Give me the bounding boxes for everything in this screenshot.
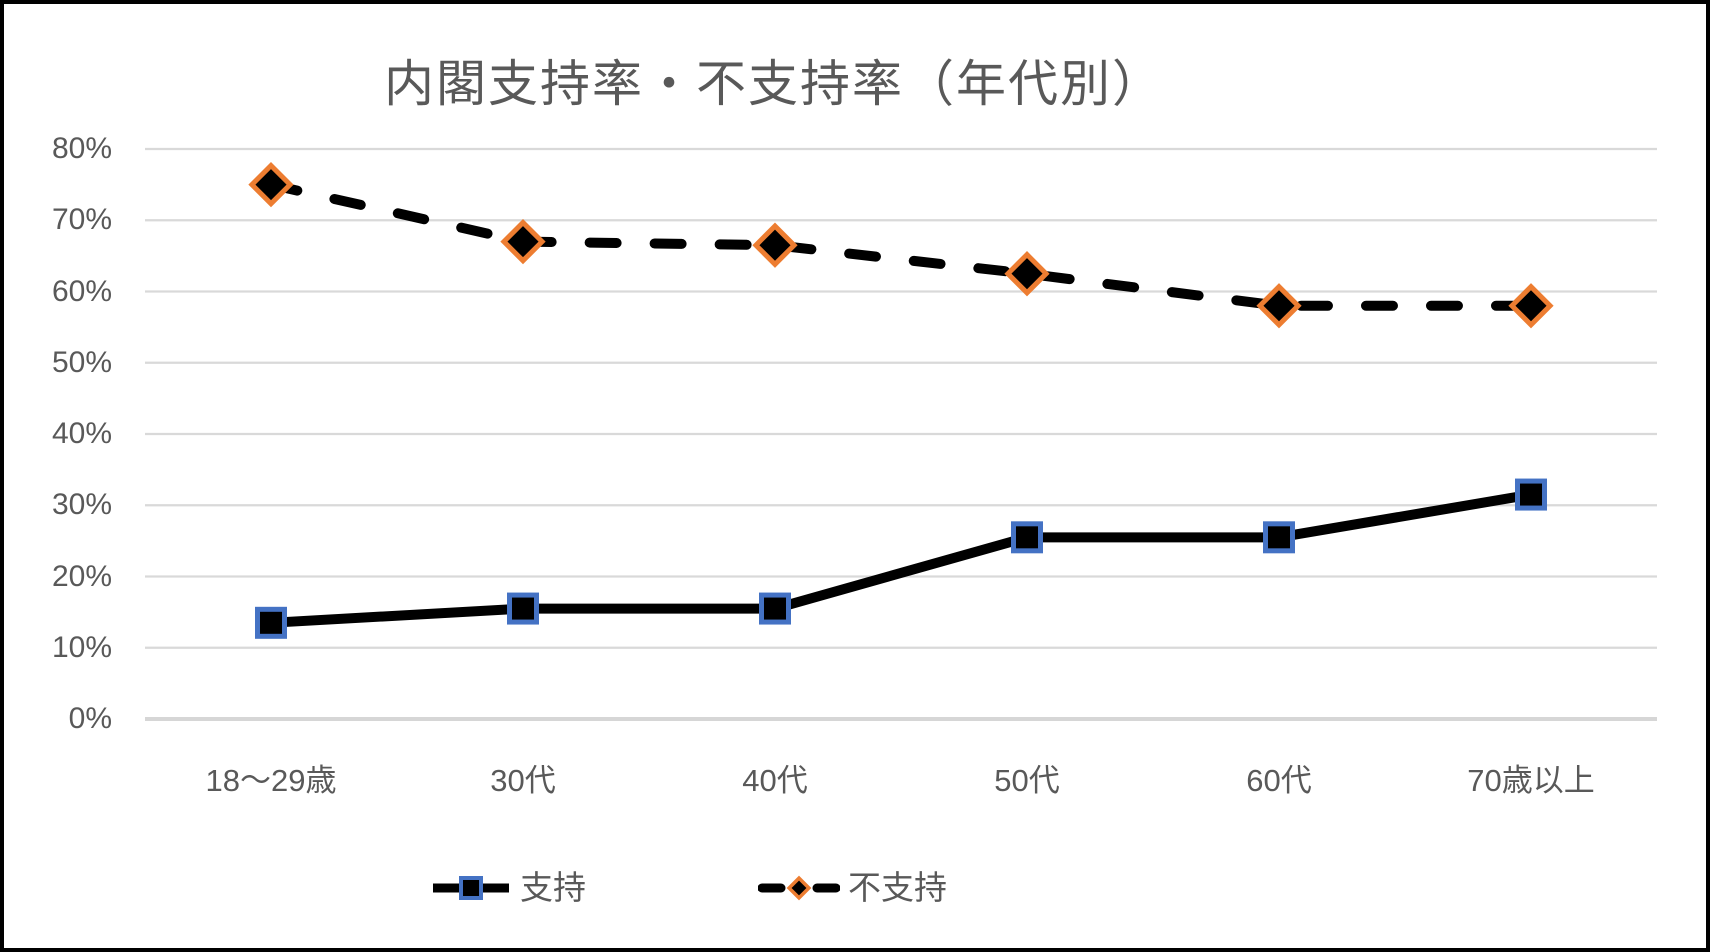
y-tick-label: 0% bbox=[68, 702, 112, 735]
y-tick-label: 10% bbox=[51, 630, 112, 664]
y-tick-label: 70% bbox=[51, 203, 112, 237]
legend-opposition-diamond bbox=[786, 875, 812, 901]
y-tick-label: 80% bbox=[51, 132, 112, 165]
x-axis-label: 50代 bbox=[994, 763, 1060, 798]
y-tick-label: 20% bbox=[51, 559, 112, 593]
y-tick-label: 50% bbox=[51, 345, 112, 379]
support-marker bbox=[1515, 478, 1547, 511]
legend-support-square bbox=[459, 876, 483, 900]
chart-title: 内閣支持率・不支持率（年代別） bbox=[384, 56, 1164, 112]
x-axis-label: 40代 bbox=[742, 763, 808, 798]
support-line bbox=[270, 489, 1532, 628]
x-axis-label: 18〜29歳 bbox=[205, 763, 337, 798]
opposition-marker bbox=[500, 218, 546, 265]
support-marker bbox=[759, 592, 791, 625]
opposition-marker bbox=[1004, 251, 1050, 297]
opposition-marker bbox=[248, 161, 294, 208]
support-marker bbox=[1011, 521, 1043, 554]
legend-item-opposition: 不支持 bbox=[758, 862, 947, 914]
legend-label-opposition: 不支持 bbox=[848, 869, 947, 906]
legend-label-support: 支持 bbox=[520, 869, 586, 906]
y-tick-label: 60% bbox=[51, 274, 112, 308]
legend-opposition-dash-diamond-icon bbox=[758, 875, 840, 901]
x-axis-label: 70歳以上 bbox=[1467, 763, 1595, 798]
opposition-marker bbox=[752, 222, 798, 268]
legend-support-line-square-icon bbox=[433, 876, 509, 900]
support-marker bbox=[1263, 521, 1295, 554]
support-marker bbox=[507, 592, 539, 625]
legend-item-support: 支持 bbox=[430, 862, 586, 914]
opposition-line bbox=[266, 179, 1536, 311]
y-tick-label: 30% bbox=[51, 488, 112, 522]
y-tick-label: 40% bbox=[51, 417, 112, 450]
x-axis-label: 30代 bbox=[490, 763, 556, 798]
opposition-marker bbox=[1508, 283, 1554, 329]
x-axis-label: 60代 bbox=[1246, 763, 1312, 798]
support-marker bbox=[255, 606, 287, 639]
opposition-marker bbox=[1256, 283, 1302, 329]
